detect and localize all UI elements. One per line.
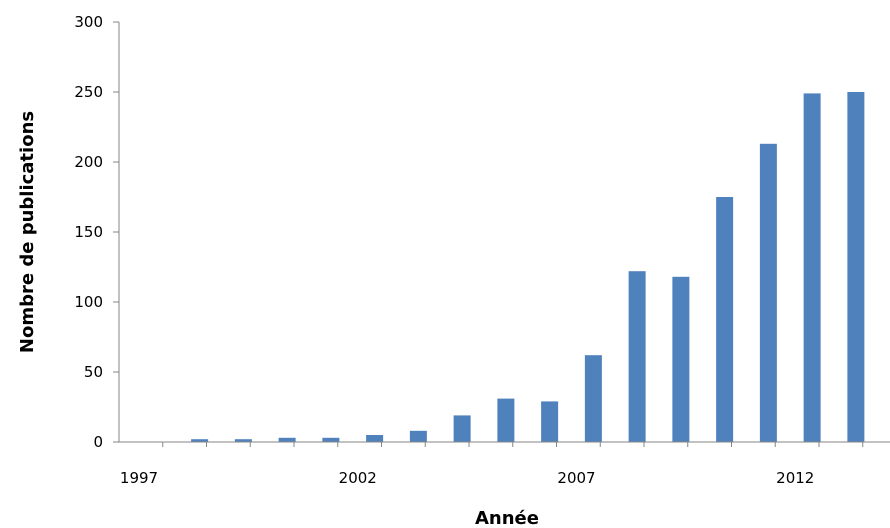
x-tick-label: 2012 — [776, 469, 814, 487]
bar-2009 — [672, 276, 690, 442]
y-tick-label: 150 — [74, 223, 103, 241]
x-axis-title: Année — [475, 508, 539, 528]
bar-2000 — [278, 437, 296, 442]
y-tick-label: 200 — [74, 153, 103, 171]
x-tick-label: 1997 — [120, 469, 158, 487]
y-axis-ticks: 0 50 100 150 200 250 300 — [74, 13, 119, 451]
bar-2005 — [497, 398, 515, 442]
bar-2008 — [628, 271, 646, 442]
bar-1998 — [191, 439, 209, 442]
x-tick-label: 2007 — [557, 469, 595, 487]
bar-2006 — [541, 401, 559, 442]
bars-group — [191, 92, 865, 443]
y-tick-label: 250 — [74, 83, 103, 101]
bar-2004 — [453, 415, 471, 442]
y-tick-label: 100 — [74, 293, 103, 311]
x-tick-label: 2002 — [339, 469, 377, 487]
bar-2010 — [716, 197, 734, 442]
bar-2012 — [803, 93, 821, 443]
bar-2007 — [584, 355, 602, 442]
bar-1999 — [234, 439, 252, 442]
y-axis-title: Nombre de publications — [17, 111, 38, 353]
bar-2013 — [847, 92, 865, 442]
bar-2011 — [759, 143, 777, 443]
y-tick-label: 0 — [93, 433, 103, 451]
bar-2001 — [322, 437, 340, 442]
y-tick-label: 50 — [84, 363, 103, 381]
bar-2002 — [366, 435, 384, 442]
bar-2003 — [409, 430, 427, 442]
y-tick-label: 300 — [74, 13, 103, 31]
x-axis-ticks: 1997 2002 2007 2012 — [120, 442, 864, 487]
